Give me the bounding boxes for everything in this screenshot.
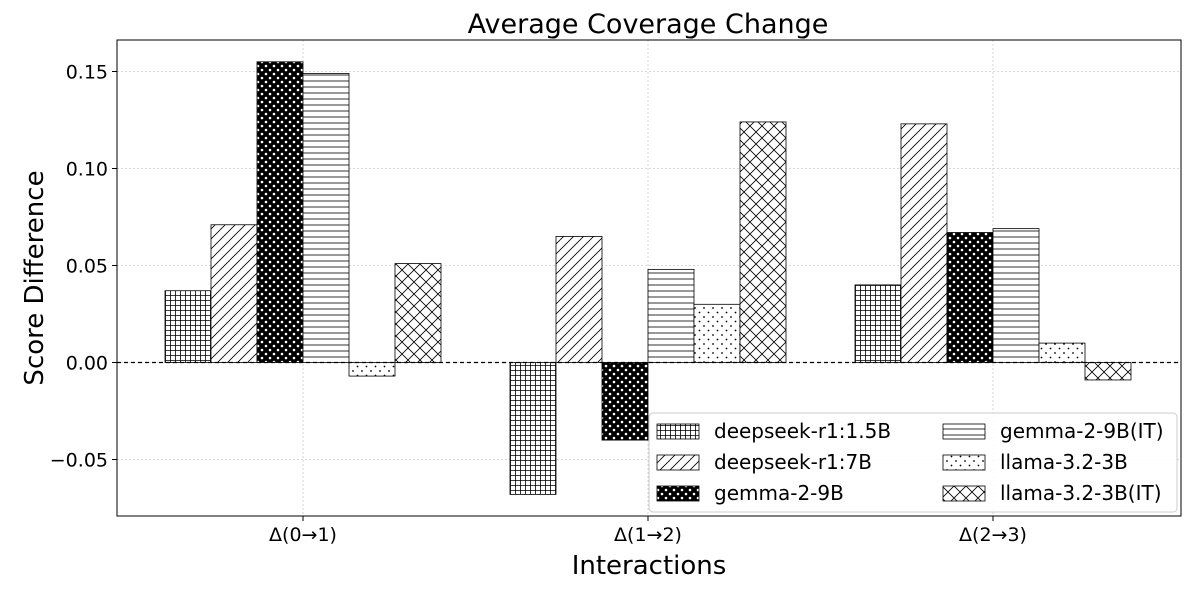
bar-deepseek-r1-1-5b-1 (164, 290, 212, 363)
bar-llama-3-2-3b-3 (1038, 342, 1086, 363)
x-tick-label: Δ(2→3) (959, 524, 1027, 546)
legend-label: gemma-2-9B(IT) (1000, 419, 1164, 443)
legend-swatch (942, 454, 986, 471)
bar-llama-3-2-3b-it-2 (739, 121, 787, 363)
bar-deepseek-r1-7b-1 (210, 224, 258, 363)
legend-label: llama-3.2-3B (1000, 450, 1128, 474)
x-tick-label: Δ(1→2) (614, 524, 682, 546)
bar-gemma-2-9b-1 (256, 61, 304, 363)
legend-label: deepseek-r1:7B (714, 450, 872, 474)
bar-gemma-2-9b-it-1 (302, 73, 350, 363)
x-tick-label: Δ(0→1) (269, 524, 337, 546)
bar-llama-3-2-3b-1 (348, 362, 396, 377)
bar-gemma-2-9b-3 (946, 232, 994, 363)
bar-llama-3-2-3b-it-1 (394, 263, 442, 363)
legend-swatch (942, 485, 986, 502)
y-tick-label: −0.05 (50, 450, 108, 472)
bar-deepseek-r1-1-5b-3 (854, 284, 902, 363)
y-tick-label: 0.00 (66, 353, 108, 375)
bar-deepseek-r1-7b-2 (555, 235, 603, 363)
legend-swatch (656, 485, 700, 502)
bar-deepseek-r1-1-5b-2 (509, 362, 557, 495)
y-tick-label: 0.10 (66, 159, 108, 181)
bar-llama-3-2-3b-it-3 (1084, 362, 1132, 381)
chart-title: Average Coverage Change (468, 9, 829, 40)
bar-gemma-2-9b-2 (601, 362, 649, 441)
x-axis-label: Interactions (572, 551, 727, 581)
legend: deepseek-r1:1.5B deepseek-r1:7B gemma-2-9B… (648, 412, 1178, 513)
legend-box (648, 412, 1178, 513)
legend-swatch (942, 423, 986, 440)
y-tick-label: 0.15 (66, 62, 108, 84)
legend-label: gemma-2-9B (714, 481, 844, 505)
legend-label: llama-3.2-3B(IT) (1000, 481, 1162, 505)
y-axis-label: Score Difference (20, 170, 50, 385)
y-tick-label: 0.05 (66, 256, 108, 278)
bar-gemma-2-9b-it-3 (992, 228, 1040, 363)
bar-deepseek-r1-7b-3 (900, 123, 948, 363)
x-axis-ticks: Δ(0→1) Δ(1→2) Δ(2→3) (269, 516, 1027, 546)
legend-label: deepseek-r1:1.5B (714, 419, 891, 443)
bars (164, 61, 1132, 495)
bar-gemma-2-9b-it-2 (647, 268, 695, 363)
plot-frame (116, 39, 1182, 517)
y-axis-ticks: −0.05 0.00 0.05 0.10 0.15 (50, 62, 117, 472)
bar-llama-3-2-3b-2 (693, 303, 741, 363)
legend-swatch (656, 454, 700, 471)
legend-swatch (656, 423, 700, 440)
